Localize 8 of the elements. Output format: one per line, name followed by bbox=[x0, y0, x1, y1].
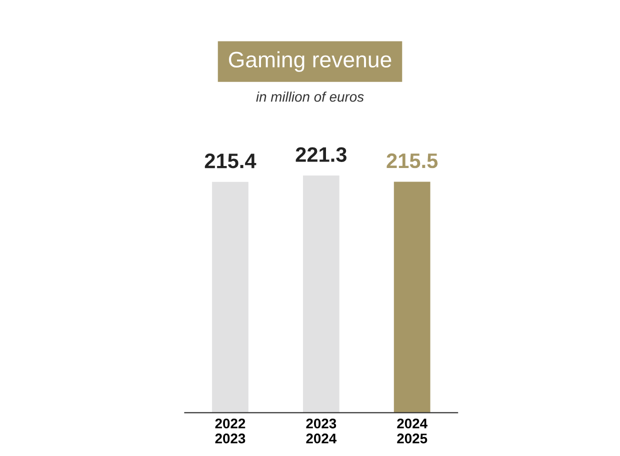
chart-title: Gaming revenue bbox=[228, 51, 392, 72]
data-label: 215.4 bbox=[204, 154, 256, 168]
chart-subtitle: in million of euros bbox=[256, 92, 364, 102]
data-label: 221.3 bbox=[296, 147, 346, 162]
x-tick-label: 2022 2023 bbox=[215, 418, 246, 444]
data-label: 215.5 bbox=[386, 153, 438, 168]
x-tick-label: 2023 2024 bbox=[306, 418, 337, 444]
x-tick-label: 2024 2025 bbox=[397, 418, 428, 444]
